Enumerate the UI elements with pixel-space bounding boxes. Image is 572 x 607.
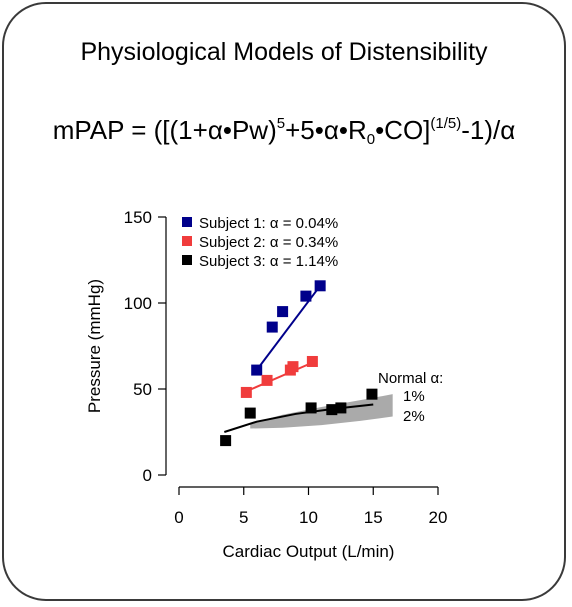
equation-part-1: mPAP = ([(1+α•Pw) <box>52 115 277 145</box>
equation-part-4: -1)/α <box>461 115 516 145</box>
data-point-subject-3 <box>305 402 317 414</box>
fit-line-subject-3 <box>224 403 374 433</box>
legend-label-subject-2: Subject 2: α = 0.34% <box>199 234 338 251</box>
data-point-subject-2 <box>287 361 299 373</box>
legend-label-subject-3: Subject 3: α = 1.14% <box>199 253 338 270</box>
legend-label-subject-1: Subject 1: α = 0.04% <box>199 215 338 232</box>
data-point-subject-1 <box>251 364 263 376</box>
data-point-subject-2 <box>306 355 318 367</box>
normal-alpha-label: Normal α: <box>378 370 443 387</box>
equation-subscript: 0 <box>366 131 376 148</box>
equation-part-2: +5•α•R <box>285 115 367 145</box>
legend-marker-subject-1 <box>182 217 192 227</box>
y-tick-label: 150 <box>124 208 152 227</box>
equation-exponent-2: (1/5) <box>430 115 462 132</box>
y-tick-label: 0 <box>143 466 152 485</box>
data-point-subject-3 <box>244 407 256 419</box>
normal-alpha-lower-label: 2% <box>403 408 425 425</box>
x-tick-label: 10 <box>299 508 318 527</box>
y-tick-label: 50 <box>133 380 152 399</box>
y-tick-label: 100 <box>124 294 152 313</box>
figure-title: Physiological Models of Distensibility <box>80 38 488 66</box>
data-point-subject-3 <box>220 435 232 447</box>
legend-marker-subject-2 <box>182 236 192 246</box>
legend-marker-subject-3 <box>182 255 192 265</box>
x-axis-label: Cardiac Output (L/min) <box>223 542 395 561</box>
data-point-subject-1 <box>300 290 312 302</box>
x-tick-label: 15 <box>364 508 383 527</box>
data-point-subject-2 <box>240 386 252 398</box>
figure-card: Physiological Models of Distensibility m… <box>2 2 566 601</box>
data-point-subject-3 <box>366 388 378 400</box>
data-point-subject-3 <box>335 402 347 414</box>
equation-exponent-1: 5 <box>276 115 286 132</box>
data-point-subject-1 <box>266 321 278 333</box>
data-point-subject-1 <box>277 306 289 318</box>
distensibility-equation: mPAP = ([(1+α•Pw)5+5•α•R0•CO](1/5)-1)/α <box>4 115 564 148</box>
y-axis-label: Pressure (mmHg) <box>85 279 104 413</box>
data-point-subject-2 <box>261 374 273 386</box>
data-point-subject-1 <box>314 280 326 292</box>
x-tick-label: 20 <box>429 508 448 527</box>
data-point-subject-3 <box>326 404 338 416</box>
x-tick-label: 5 <box>239 508 248 527</box>
normal-alpha-upper-label: 1% <box>403 388 425 405</box>
equation-part-3: •CO] <box>375 115 431 145</box>
x-tick-label: 0 <box>174 508 183 527</box>
fit-line-subject-2 <box>243 360 316 394</box>
